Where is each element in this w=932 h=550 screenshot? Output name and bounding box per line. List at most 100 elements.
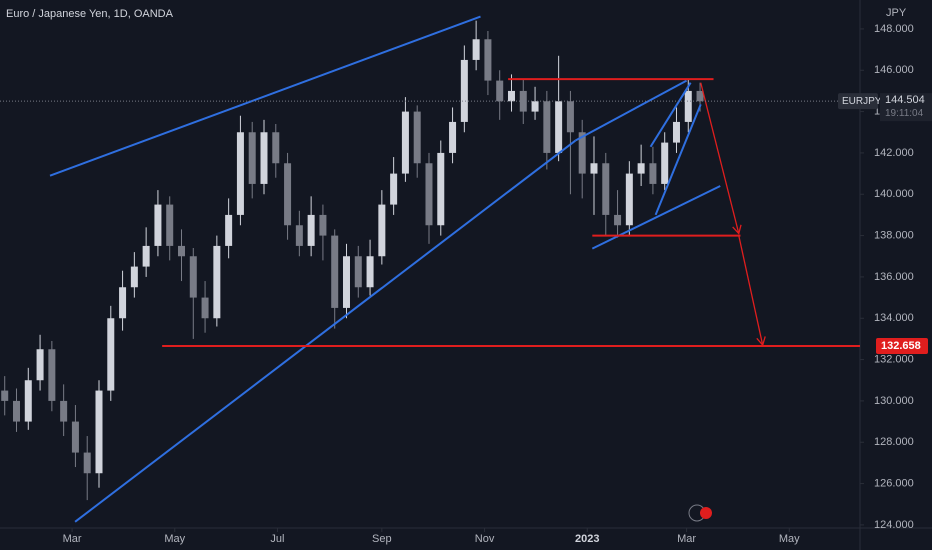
x-tick-label: May (164, 533, 185, 545)
trend-line (591, 185, 721, 250)
candle-body (83, 452, 91, 474)
y-tick-label: 148.000 (874, 23, 914, 35)
candle-body (696, 90, 704, 102)
candle-body (625, 173, 633, 226)
currency-label: JPY (886, 7, 907, 19)
candle-body (331, 235, 339, 308)
candle-body (614, 214, 622, 226)
candle-body (578, 132, 586, 174)
x-tick-label: Nov (475, 533, 495, 545)
candle-body (661, 142, 669, 184)
candle-body (496, 80, 504, 102)
target-price-tag (876, 337, 928, 354)
candle-body (1, 390, 9, 401)
candle-body (425, 163, 433, 226)
y-tick-label: 136.000 (874, 271, 914, 283)
x-tick-label: Mar (677, 533, 696, 545)
candle-body (437, 152, 445, 226)
candle-body (130, 266, 138, 288)
icon-dot (700, 507, 712, 519)
candle-body (413, 111, 421, 164)
candle-body (260, 132, 268, 184)
candle-body (342, 256, 350, 308)
x-tick-label: Jul (270, 533, 284, 545)
y-tick-label: 140.000 (874, 188, 914, 200)
candle-body (107, 318, 115, 391)
candle-body (119, 287, 127, 319)
candle-body (378, 204, 386, 257)
arrow-line (700, 82, 740, 234)
candle-body (166, 204, 174, 246)
candle-body (401, 111, 409, 174)
symbol-tag (838, 93, 878, 110)
countdown-label: 19:11:04 (885, 108, 924, 119)
candle-body (307, 214, 315, 246)
arrow-head (732, 224, 742, 235)
candle-body (201, 297, 209, 319)
candle-body (225, 214, 233, 246)
candle-body (295, 225, 303, 246)
candle-body (177, 245, 185, 257)
y-tick-label: 132.000 (874, 353, 914, 365)
last-price-tag (880, 93, 932, 122)
y-tick-label: 134.000 (874, 312, 914, 324)
symbol-label: EURJPY (842, 96, 882, 107)
candle-body (684, 90, 692, 122)
candle-body (248, 132, 256, 184)
candle-body (354, 256, 362, 288)
candle-body (555, 101, 563, 153)
candle-body (543, 101, 551, 153)
candle-body (60, 400, 68, 422)
trend-line (574, 79, 688, 142)
candle-body (484, 39, 492, 81)
candle-body (24, 380, 32, 422)
replay-icon[interactable] (688, 504, 712, 522)
candle-body (272, 132, 280, 164)
candle-body (189, 256, 197, 298)
y-tick-label: 126.000 (874, 477, 914, 489)
trend-line (74, 139, 577, 523)
candle-body (12, 400, 20, 422)
candle-body (566, 101, 574, 133)
arrow-head (756, 336, 766, 347)
chart-title: Euro / Japanese Yen, 1D, OANDA (6, 8, 174, 20)
candle-body (649, 163, 657, 184)
candle-body (284, 163, 292, 226)
x-tick-label: May (779, 533, 800, 545)
candle-body (602, 163, 610, 215)
candle-body (142, 245, 150, 267)
y-tick-label: 138.000 (874, 229, 914, 241)
candle-body (590, 163, 598, 174)
trend-line (649, 82, 692, 148)
candle-body (95, 390, 103, 474)
candle-body (71, 421, 79, 453)
trend-line (49, 15, 481, 177)
candle-body (36, 349, 44, 381)
y-tick-label: 128.000 (874, 436, 914, 448)
candle-body (48, 349, 56, 401)
candle-body (366, 256, 374, 288)
x-tick-label: Sep (372, 533, 392, 545)
candle-body (460, 59, 468, 122)
candle-body (236, 132, 244, 215)
y-tick-label: 130.000 (874, 395, 914, 407)
candles (1, 20, 704, 501)
candle-body (672, 121, 680, 143)
target-price-label: 132.658 (881, 340, 921, 352)
trend-line (654, 103, 702, 216)
candle-body (507, 90, 515, 102)
y-tick-label: 124.000 (874, 519, 914, 531)
candle-body (519, 90, 527, 112)
candle-body (531, 101, 539, 112)
candle-body (319, 214, 327, 236)
y-tick-label: 146.000 (874, 64, 914, 76)
candle-body (637, 163, 645, 174)
candle-body (390, 173, 398, 205)
candle-body (449, 121, 457, 153)
x-tick-label: 2023 (575, 533, 599, 545)
candle-body (154, 204, 162, 246)
candle-body (472, 39, 480, 60)
last-price-label: 144.504 (885, 94, 925, 106)
